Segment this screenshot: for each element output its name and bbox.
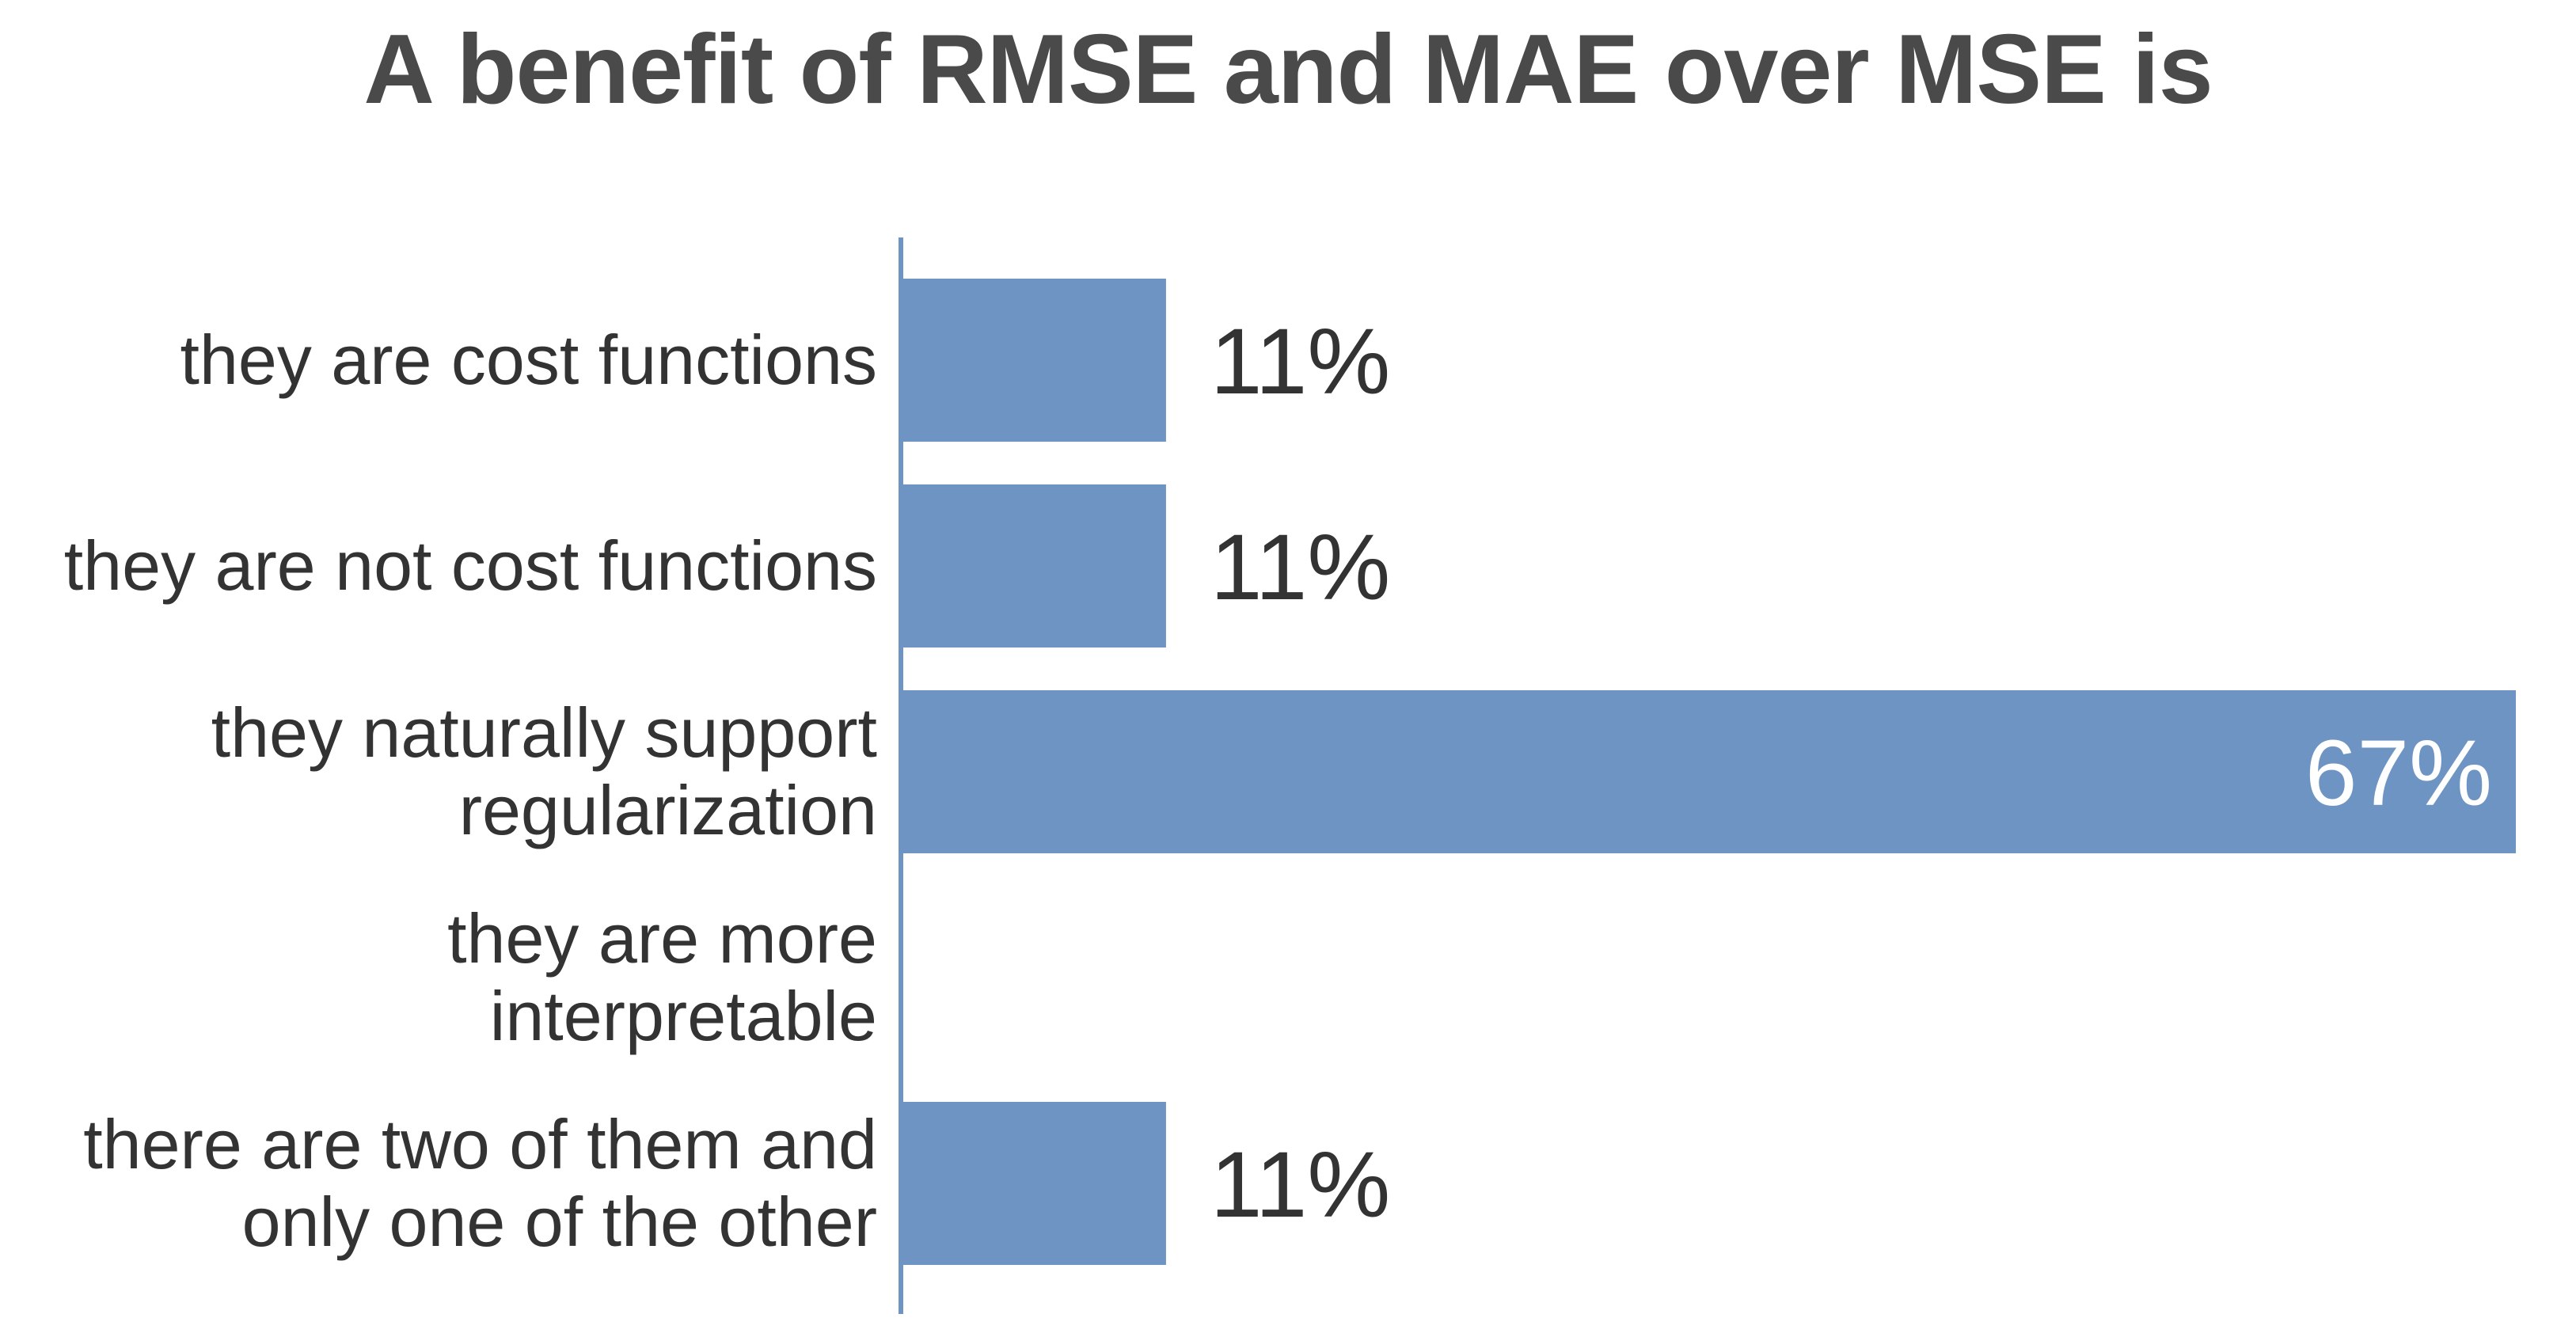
bar-2 [901, 690, 2516, 853]
bar-4 [901, 1102, 1166, 1265]
category-label-3: they are more interpretable [447, 899, 877, 1055]
category-label-line: they naturally support [211, 693, 877, 772]
category-label-line: interpretable [490, 977, 877, 1055]
category-label-line: they are not cost functions [64, 526, 877, 605]
category-label-1: they are not cost functions [64, 526, 877, 605]
labels-layer: they are cost functions 11% they are not c… [64, 310, 2492, 1261]
category-label-4: there are two of them and only one of the… [83, 1105, 877, 1261]
value-label-0: 11% [1210, 310, 1390, 414]
bars-layer [901, 279, 2516, 1265]
value-label-4: 11% [1210, 1133, 1390, 1237]
category-label-line: they are more [447, 899, 877, 978]
bar-1 [901, 484, 1166, 648]
category-label-0: they are cost functions [180, 321, 877, 399]
bar-0 [901, 279, 1166, 442]
value-label-2: 67% [2305, 721, 2492, 826]
category-label-line: only one of the other [242, 1183, 877, 1261]
category-label-2: they naturally support regularization [211, 693, 877, 849]
category-label-line: there are two of them and [83, 1105, 877, 1183]
category-label-line: they are cost functions [180, 321, 877, 399]
chart-title: A benefit of RMSE and MAE over MSE is [363, 15, 2213, 124]
category-label-line: regularization [459, 771, 877, 849]
value-label-1: 11% [1210, 515, 1390, 620]
